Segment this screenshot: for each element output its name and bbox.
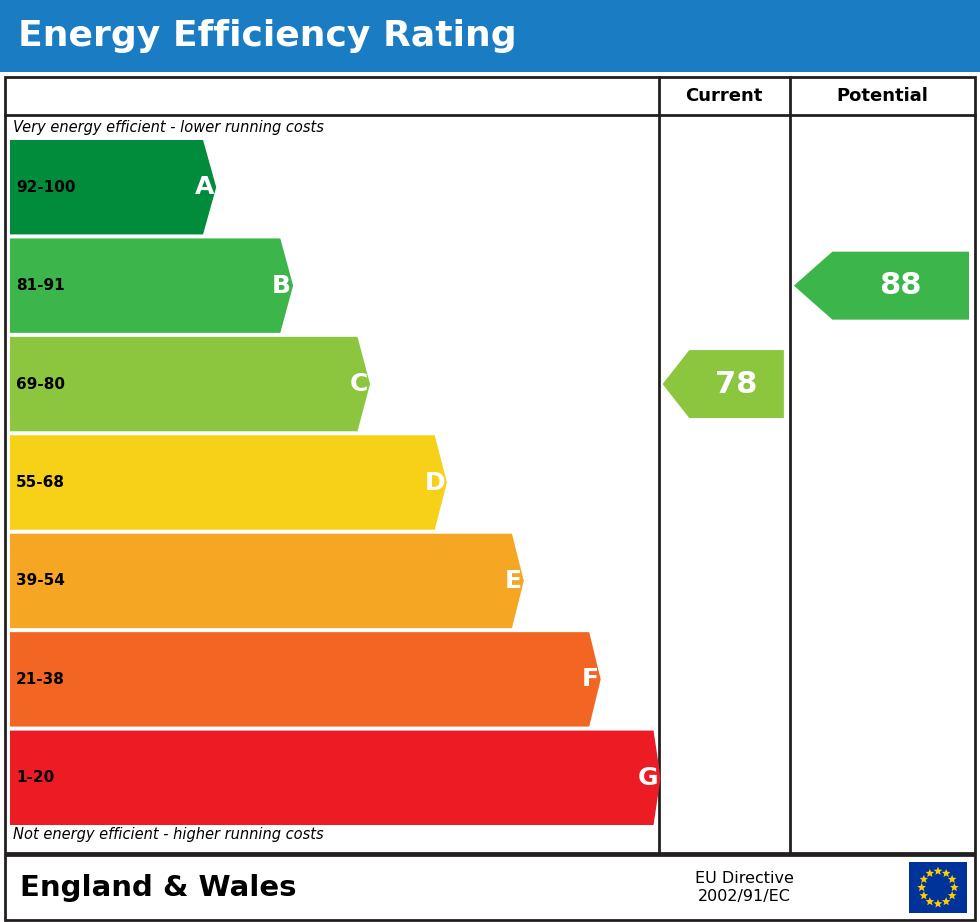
Text: G: G: [638, 766, 659, 790]
Polygon shape: [948, 875, 956, 883]
Text: B: B: [272, 274, 291, 298]
Polygon shape: [10, 435, 447, 530]
Text: England & Wales: England & Wales: [20, 873, 297, 902]
Polygon shape: [942, 869, 951, 877]
Polygon shape: [10, 140, 217, 234]
Text: F: F: [582, 668, 599, 692]
Bar: [5, 77, 975, 853]
Polygon shape: [10, 534, 523, 628]
Polygon shape: [10, 337, 370, 431]
Text: 55-68: 55-68: [16, 475, 65, 490]
Text: EU Directive
2002/91/EC: EU Directive 2002/91/EC: [695, 871, 794, 904]
Polygon shape: [925, 897, 934, 905]
Text: Energy Efficiency Rating: Energy Efficiency Rating: [18, 19, 516, 53]
Polygon shape: [919, 875, 928, 883]
Text: 88: 88: [879, 271, 922, 301]
Text: 69-80: 69-80: [16, 376, 65, 392]
Polygon shape: [794, 252, 969, 320]
Polygon shape: [662, 350, 784, 418]
Bar: [0, 0, 980, 72]
Text: Potential: Potential: [837, 87, 928, 105]
Polygon shape: [942, 897, 951, 905]
Polygon shape: [919, 892, 928, 899]
Bar: [5, 855, 975, 920]
Text: E: E: [505, 569, 521, 593]
Text: Very energy efficient - lower running costs: Very energy efficient - lower running co…: [13, 120, 323, 135]
Polygon shape: [934, 867, 943, 875]
Polygon shape: [925, 869, 934, 877]
Polygon shape: [10, 632, 601, 727]
Text: 1-20: 1-20: [16, 770, 54, 786]
Polygon shape: [917, 883, 926, 892]
Polygon shape: [10, 730, 661, 825]
Text: 78: 78: [715, 370, 758, 398]
Text: 39-54: 39-54: [16, 573, 65, 588]
Text: Not energy efficient - higher running costs: Not energy efficient - higher running co…: [13, 827, 323, 842]
Polygon shape: [948, 892, 956, 899]
Polygon shape: [934, 899, 943, 907]
Text: Current: Current: [686, 87, 762, 105]
Text: 81-91: 81-91: [16, 278, 65, 293]
Bar: [909, 862, 967, 913]
Text: A: A: [195, 175, 215, 199]
Polygon shape: [10, 239, 293, 333]
Text: 21-38: 21-38: [16, 672, 65, 687]
Text: D: D: [424, 470, 445, 494]
Text: C: C: [350, 372, 368, 396]
Text: 92-100: 92-100: [16, 180, 75, 195]
Polygon shape: [950, 883, 958, 892]
